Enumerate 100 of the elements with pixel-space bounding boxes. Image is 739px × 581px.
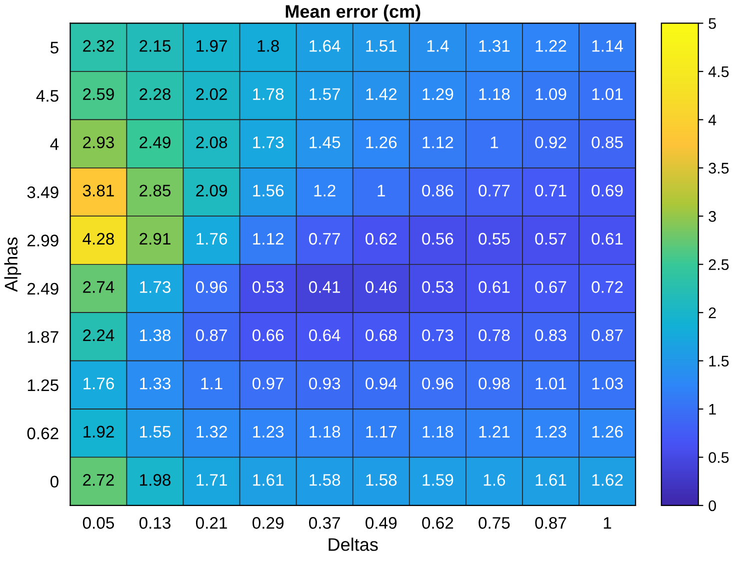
data-label: 0.55 (478, 232, 510, 245)
data-label: 1.8 (258, 40, 279, 52)
data-label: 4.28 (82, 232, 114, 245)
data-label: 1.76 (196, 232, 228, 245)
data-label: 1.76 (84, 378, 114, 390)
y-tick-label: 2.99 (28, 234, 58, 246)
data-label: 0.56 (422, 232, 454, 245)
y-tick-label: 4 (50, 138, 59, 150)
data-label: 0.94 (366, 378, 397, 390)
data-label: 1.73 (140, 281, 170, 293)
data-label: 1.26 (592, 426, 623, 438)
data-label: 0.85 (592, 136, 623, 148)
data-label: 1.29 (422, 88, 454, 100)
data-label: 2.15 (140, 40, 171, 52)
data-label: 0.78 (478, 329, 510, 342)
data-label: 1.4 (427, 40, 449, 52)
data-label: 0.77 (309, 232, 340, 245)
x-tick-label: 0.13 (139, 517, 170, 529)
y-tick-label: 0.62 (27, 428, 58, 440)
data-label: 1.64 (310, 40, 340, 52)
color-bar-label: 1 (709, 404, 716, 415)
data-label: 1.22 (536, 40, 566, 52)
data-label: 0.77 (478, 184, 510, 196)
x-axis-title: Deltas (328, 538, 378, 551)
data-label: 1.26 (366, 136, 397, 148)
data-label: 1.57 (310, 88, 340, 100)
data-label: 0.96 (196, 281, 228, 293)
data-label: 3.81 (82, 184, 114, 196)
data-label: 1.33 (140, 378, 170, 390)
color-bar-label: 2.5 (708, 259, 729, 270)
data-label: 1.2 (314, 184, 336, 196)
data-label: 1.32 (196, 426, 227, 438)
data-label: 0.86 (422, 184, 454, 196)
data-label: 0.62 (366, 232, 397, 245)
y-tick-label: 1.87 (28, 331, 58, 343)
color-bar-label: 0.5 (708, 452, 729, 463)
data-label: 1.62 (592, 474, 623, 486)
data-label: 2.91 (140, 232, 170, 245)
data-label: 1.18 (422, 426, 454, 438)
x-tick-label: 0.29 (252, 517, 284, 529)
data-label: 1.42 (366, 88, 397, 100)
data-label: 1.18 (479, 88, 510, 100)
data-label: 1.6 (484, 474, 506, 486)
data-label: 1.61 (253, 474, 284, 486)
data-label: 1.45 (310, 136, 340, 148)
y-tick-label: 2.49 (28, 282, 58, 295)
data-label: 0.53 (422, 281, 454, 293)
data-label: 1.01 (536, 378, 566, 390)
color-bar-label: 1.5 (709, 356, 729, 366)
data-label: 1.71 (196, 474, 227, 486)
y-axis-title: Alphas (4, 237, 22, 292)
data-label: 1.58 (366, 474, 397, 486)
data-label: 0.92 (535, 136, 566, 148)
data-label: 0.72 (592, 281, 623, 293)
data-label: 0.69 (592, 184, 623, 196)
y-tick-label: 3.49 (27, 186, 58, 198)
x-tick-label: 0.05 (82, 517, 114, 529)
data-label: 1.98 (140, 474, 170, 486)
data-label: 0.87 (592, 329, 623, 342)
data-label: 1.31 (479, 40, 510, 52)
data-label: 2.49 (140, 136, 170, 148)
data-label: 2.24 (83, 329, 114, 341)
data-label: 2.09 (196, 184, 227, 196)
data-label: 1.92 (84, 426, 114, 438)
data-label: 1.58 (310, 474, 340, 486)
data-label: 2.28 (140, 88, 170, 100)
color-bar-label: 5 (708, 18, 716, 29)
data-label: 1.97 (196, 40, 227, 52)
data-label: 2.72 (83, 474, 114, 486)
data-label: 1.56 (253, 184, 284, 196)
x-tick-label: 0.87 (535, 517, 566, 529)
x-tick-label: 0.21 (196, 517, 227, 529)
y-tick-label: 1.25 (28, 379, 58, 392)
y-tick-label: 0 (50, 476, 58, 488)
y-tick-label: 5 (50, 42, 58, 54)
data-label: 0.96 (422, 378, 454, 390)
data-label: 1.51 (366, 40, 397, 52)
color-bar-label: 0 (708, 500, 716, 512)
data-label: 2.08 (196, 136, 228, 148)
data-label: 0.57 (535, 232, 566, 245)
data-label: 1.09 (536, 88, 566, 100)
data-label: 0.41 (309, 281, 340, 293)
data-label: 0.73 (422, 329, 454, 342)
data-label: 0.64 (309, 329, 340, 342)
data-label: 1.23 (536, 426, 566, 438)
data-label: 0.61 (478, 281, 510, 293)
data-label: 1.78 (253, 88, 284, 100)
color-bar-label: 4 (708, 114, 716, 126)
color-bar-label: 3.5 (708, 162, 729, 174)
x-tick-label: 1 (604, 517, 612, 529)
data-label: 2.85 (140, 184, 171, 196)
data-label: 1.23 (253, 426, 284, 438)
data-label: 1.12 (253, 232, 284, 245)
data-label: 0.93 (309, 378, 340, 390)
data-label: 1.59 (422, 474, 454, 486)
data-label: 0.67 (535, 281, 566, 293)
color-bar-label: 4.5 (708, 66, 729, 78)
data-label: 2.32 (83, 40, 114, 52)
data-label: 1 (378, 184, 385, 196)
data-label: 1.01 (592, 88, 623, 100)
